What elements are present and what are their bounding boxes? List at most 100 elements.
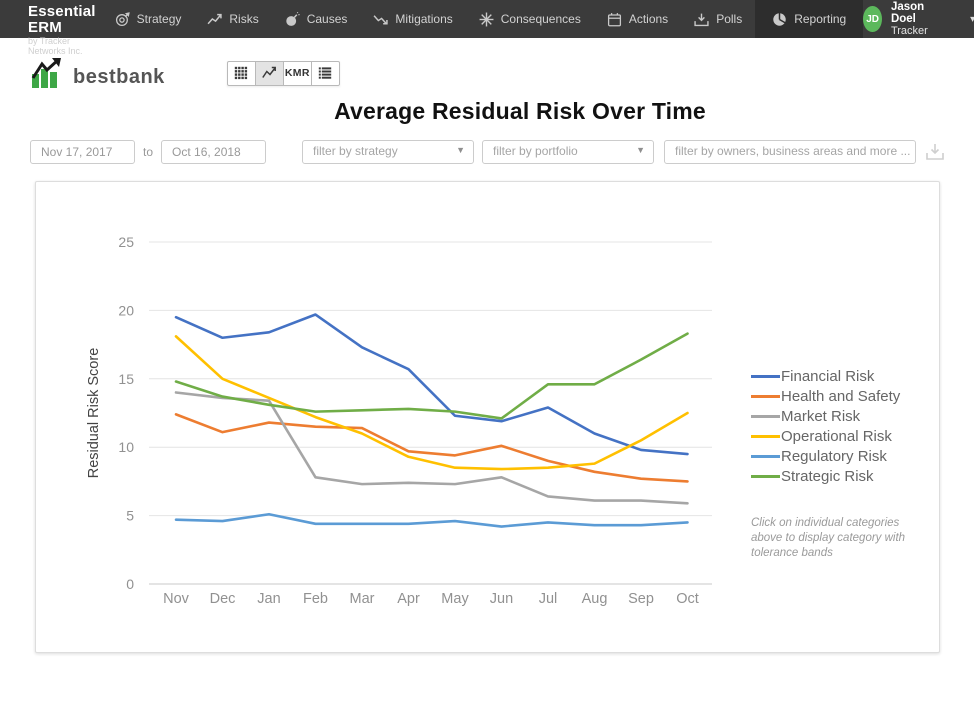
user-menu[interactable]: JD Jason Doel Tracker ▾ (863, 0, 974, 38)
nav-items: Strategy Risks Causes Mitigations Consequenc… (102, 0, 864, 38)
download-button[interactable] (924, 141, 946, 163)
pie-icon (772, 12, 787, 27)
legend-swatch (751, 374, 780, 378)
y-tick-label: 15 (118, 371, 134, 387)
series-line-regulatory-risk (174, 512, 689, 528)
x-tick-label: Mar (350, 591, 375, 607)
nav-item-label: Mitigations (395, 12, 453, 26)
nav-item-consequences[interactable]: Consequences (466, 0, 594, 38)
strategy-filter-select[interactable]: filter by strategy ▼ (302, 140, 475, 164)
residual-risk-chart: 0 5 10 15 20 25 Nov Dec Jan Feb Mar Apr May Jun Jul Aug… (86, 234, 712, 607)
bestbank-logo: bestbank (30, 57, 165, 89)
nav-item-reporting[interactable]: Reporting (755, 0, 864, 38)
x-tick-label: May (441, 591, 469, 607)
legend-item-operational-risk[interactable]: Operational Risk (751, 426, 900, 446)
legend-label: Market Risk (781, 407, 861, 425)
avatar: JD (863, 6, 882, 32)
y-tick-label: 20 (118, 302, 134, 318)
legend-label: Regulatory Risk (781, 447, 887, 465)
series-line-financial-risk (174, 313, 689, 456)
list-view-button[interactable] (310, 60, 340, 86)
legend-item-regulatory-risk[interactable]: Regulatory Risk (751, 446, 900, 466)
kmr-view-button[interactable]: KMR (282, 60, 312, 86)
toolbar-row: bestbank KMR (0, 38, 974, 92)
x-tick-label: Jun (490, 591, 513, 607)
to-label: to (143, 145, 154, 159)
bestbank-logo-text: bestbank (73, 66, 165, 88)
x-tick-label: Sep (628, 591, 654, 607)
nav-item-label: Causes (306, 12, 348, 26)
x-tick-label: Jul (539, 591, 558, 607)
strategy-filter-placeholder: filter by strategy (313, 144, 398, 158)
date-to-input[interactable] (161, 140, 267, 164)
app-brand: Essential ERM by Tracker Networks Inc. (0, 0, 96, 57)
burst-icon (479, 12, 494, 27)
nav-item-causes[interactable]: Causes (272, 0, 361, 38)
owners-filter-placeholder: filter by owners, business areas and mor… (675, 144, 911, 158)
legend-swatch (751, 454, 780, 458)
x-tick-label: Dec (210, 591, 236, 607)
legend-swatch (751, 474, 780, 478)
x-tick-label: Jan (257, 591, 280, 607)
nav-item-risks[interactable]: Risks (194, 0, 271, 38)
app-title: Essential ERM (28, 3, 96, 36)
legend-note: Click on individual categories above to … (751, 517, 906, 560)
legend-item-financial-risk[interactable]: Financial Risk (751, 366, 900, 386)
series-line-strategic-risk (174, 332, 689, 420)
list-icon (318, 66, 332, 80)
download-icon (926, 144, 944, 160)
nav-item-label: Strategy (136, 12, 182, 26)
series-line-market-risk (174, 391, 689, 505)
legend-item-market-risk[interactable]: Market Risk (751, 406, 900, 426)
view-toggle-group: KMR (226, 60, 340, 86)
target-icon (115, 11, 130, 27)
owners-filter-select[interactable]: filter by owners, business areas and mor… (664, 140, 917, 164)
legend-label: Financial Risk (781, 367, 875, 385)
ballot-icon (694, 12, 709, 27)
y-axis-title: Residual Risk Score (86, 348, 102, 479)
legend-label: Health and Safety (781, 387, 901, 405)
x-tick-label: Nov (163, 591, 190, 607)
page-title: Average Residual Risk Over Time (334, 98, 706, 124)
nav-item-mitigations[interactable]: Mitigations (360, 0, 465, 38)
portfolio-filter-select[interactable]: filter by portfolio ▼ (482, 140, 655, 164)
legend-swatch (751, 414, 780, 418)
series-line-operational-risk (174, 335, 689, 471)
filter-bar: to filter by strategy ▼ filter by portfo… (30, 140, 950, 164)
trend-down-icon (373, 12, 389, 27)
legend-item-strategic-risk[interactable]: Strategic Risk (751, 466, 900, 486)
nav-item-label: Actions (628, 12, 669, 26)
y-tick-label: 25 (118, 234, 134, 250)
caret-down-icon[interactable]: ▾ (970, 13, 974, 25)
x-tick-label: Oct (676, 591, 699, 607)
user-info: Jason Doel Tracker (891, 1, 935, 37)
series-line-health-and-safety (174, 413, 689, 483)
nav-item-label: Reporting (794, 12, 847, 26)
portfolio-filter-placeholder: filter by portfolio (493, 144, 578, 158)
nav-item-label: Risks (229, 12, 259, 26)
x-tick-label: Feb (303, 591, 328, 607)
nav-item-polls[interactable]: Polls (681, 0, 755, 38)
grid-icon (234, 66, 248, 80)
view-button-label: KMR (284, 67, 310, 79)
y-tick-label: 10 (118, 439, 134, 455)
legend-swatch (751, 394, 780, 398)
nav-item-strategy[interactable]: Strategy (102, 0, 195, 38)
nav-item-actions[interactable]: Actions (594, 0, 681, 38)
x-tick-label: Aug (582, 591, 608, 607)
grid-view-button[interactable] (226, 60, 256, 86)
nav-item-label: Consequences (500, 12, 581, 26)
date-from-input[interactable] (30, 140, 135, 164)
calendar-icon (607, 12, 622, 27)
line-chart-icon (262, 66, 277, 80)
legend-item-health-and-safety[interactable]: Health and Safety (751, 386, 900, 406)
caret-down-icon: ▼ (636, 145, 646, 155)
chart-panel: 0 5 10 15 20 25 Nov Dec Jan Feb Mar Apr May Jun Jul Aug… (35, 181, 940, 653)
top-navigation-bar: Essential ERM by Tracker Networks Inc. S… (0, 0, 974, 57)
user-org: Tracker (890, 25, 928, 37)
chart-legend: Financial Risk Health and Safety Market Ri… (751, 366, 900, 486)
trend-up-icon (207, 12, 223, 27)
bestbank-logo-icon (31, 58, 61, 88)
caret-down-icon: ▼ (456, 145, 466, 155)
line-view-button[interactable] (254, 60, 284, 86)
